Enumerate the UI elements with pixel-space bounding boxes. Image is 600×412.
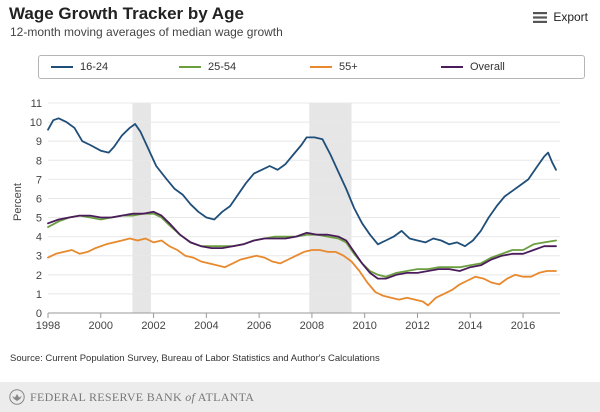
y-tick-label: 5 <box>36 213 42 225</box>
x-tick-label: 2010 <box>352 320 376 332</box>
org-name-suffix: ATLANTA <box>195 390 255 404</box>
legend-item-25-54[interactable]: 25-54 <box>179 56 236 78</box>
y-tick-label: 1 <box>36 289 42 301</box>
legend-item-55-plus[interactable]: 55+ <box>310 56 358 78</box>
federal-reserve-eagle-icon <box>9 389 25 405</box>
legend-item-overall[interactable]: Overall <box>441 56 505 78</box>
y-tick-label: 2 <box>36 270 42 282</box>
y-tick-label: 4 <box>36 232 42 244</box>
legend-label-16-24: 16-24 <box>80 61 109 73</box>
y-tick-label: 10 <box>30 117 42 129</box>
x-tick-label: 2012 <box>405 320 429 332</box>
x-tick-label: 2014 <box>458 320 482 332</box>
line-chart: 0 1 2 3 4 5 6 7 8 9 10 11 1998 2000 2002 2004 2006 2008 20… <box>30 98 560 332</box>
recession-band-1 <box>309 103 352 313</box>
federal-reserve-name: FEDERAL RESERVE BANK of ATLANTA <box>30 390 254 405</box>
legend-swatch-overall <box>441 66 463 68</box>
recession-band-0 <box>132 103 151 313</box>
x-tick-label: 2004 <box>194 320 218 332</box>
x-tick-label: 2016 <box>511 320 535 332</box>
x-tick-label: 2008 <box>300 320 324 332</box>
series-line-16-24 <box>47 117 557 248</box>
export-label: Export <box>553 10 588 24</box>
footer-bar: FEDERAL RESERVE BANK of ATLANTA <box>0 382 600 412</box>
y-tick-label: 3 <box>36 251 42 263</box>
hamburger-menu-icon <box>533 11 548 23</box>
org-name-of: of <box>185 390 196 404</box>
x-tick-label: 1998 <box>36 320 60 332</box>
x-tick-label: 2006 <box>247 320 271 332</box>
y-tick-label: 6 <box>36 193 42 205</box>
legend-label-55-plus: 55+ <box>339 61 358 73</box>
y-tick-label: 7 <box>36 174 42 186</box>
chart-title: Wage Growth Tracker by Age <box>9 4 244 23</box>
export-button[interactable]: Export <box>533 10 588 24</box>
x-tick-label: 2000 <box>89 320 113 332</box>
org-name-prefix: FEDERAL RESERVE BANK <box>30 390 186 404</box>
legend-item-16-24[interactable]: 16-24 <box>51 56 108 78</box>
chart-subtitle: 12-month moving averages of median wage … <box>10 25 283 39</box>
series-line-overall <box>47 210 557 280</box>
series-line-25-54 <box>47 212 557 278</box>
legend-label-overall: Overall <box>470 61 505 73</box>
y-tick-label: 0 <box>36 308 42 320</box>
legend-swatch-25-54 <box>179 66 201 68</box>
legend-swatch-16-24 <box>51 66 73 68</box>
legend-swatch-55-plus <box>310 66 332 68</box>
y-tick-label: 8 <box>36 155 42 167</box>
source-note: Source: Current Population Survey, Burea… <box>10 353 380 364</box>
series-line-55-plus <box>47 237 557 307</box>
x-tick-label: 2002 <box>141 320 165 332</box>
chart-legend: 16-24 25-54 55+ Overall <box>38 55 585 79</box>
y-tick-label: 11 <box>31 98 42 110</box>
legend-label-25-54: 25-54 <box>208 61 237 73</box>
y-tick-label: 9 <box>36 136 42 148</box>
